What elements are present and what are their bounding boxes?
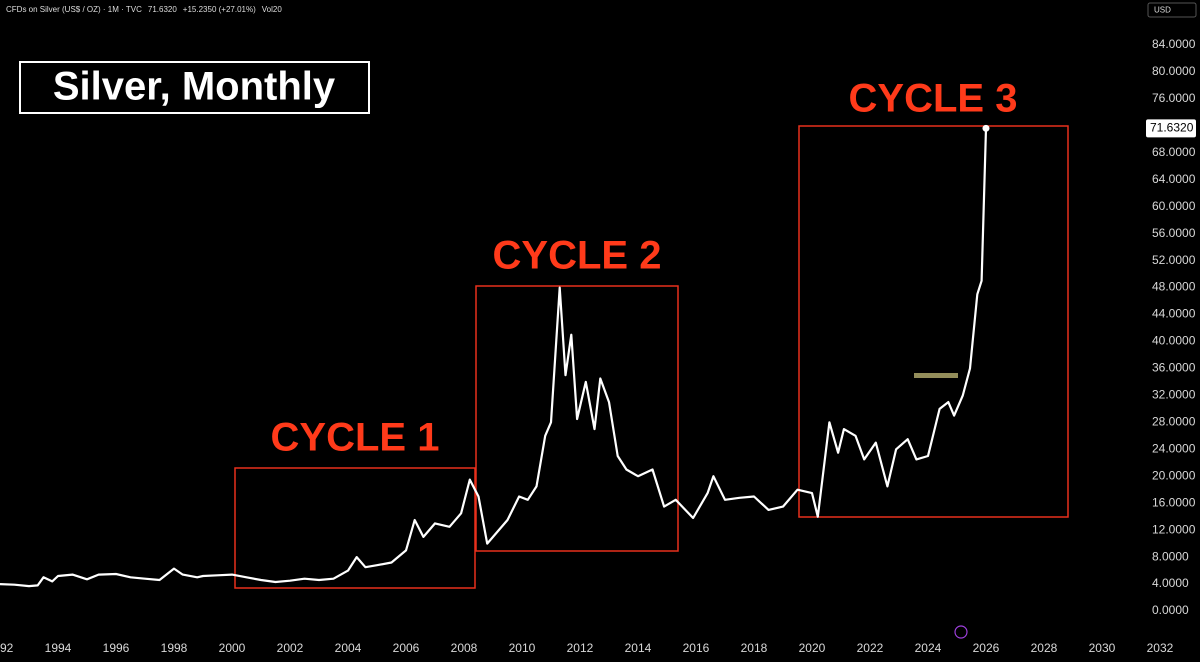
cycle-box bbox=[234, 467, 476, 589]
y-tick-label: 0.0000 bbox=[1152, 603, 1189, 617]
x-tick-label: 2016 bbox=[683, 641, 710, 655]
title-box bbox=[19, 61, 370, 114]
y-tick-label: 64.0000 bbox=[1152, 172, 1196, 186]
price-label: 71.6320 bbox=[1150, 120, 1194, 134]
x-tick-label: 2002 bbox=[277, 641, 304, 655]
x-tick-label: 2006 bbox=[393, 641, 420, 655]
y-tick-label: 32.0000 bbox=[1152, 388, 1196, 402]
annotation: CYCLE 3 bbox=[849, 77, 1018, 121]
cycle-box bbox=[798, 125, 1069, 518]
y-tick-label: 8.0000 bbox=[1152, 549, 1189, 563]
y-tick-label: 80.0000 bbox=[1152, 64, 1196, 78]
y-tick-label: 76.0000 bbox=[1152, 91, 1196, 105]
x-tick-label: 2018 bbox=[741, 641, 768, 655]
last-point bbox=[982, 124, 990, 132]
x-tick-label: 2000 bbox=[219, 641, 246, 655]
cycle-box bbox=[475, 285, 679, 552]
y-tick-label: 84.0000 bbox=[1152, 37, 1196, 51]
price-line bbox=[0, 128, 988, 588]
price-label-box bbox=[1146, 119, 1196, 138]
y-tick-label: 20.0000 bbox=[1152, 468, 1196, 482]
y-tick-label: 16.0000 bbox=[1152, 495, 1196, 509]
last-price: 71.6320 bbox=[148, 5, 177, 14]
x-tick-label: 2010 bbox=[509, 641, 536, 655]
x-tick-label: 2014 bbox=[625, 641, 652, 655]
x-tick-label: 2020 bbox=[799, 641, 826, 655]
annotation: CYCLE 2 bbox=[493, 234, 662, 278]
x-tick-label: 2026 bbox=[973, 641, 1000, 655]
annotation: CYCLE 1 bbox=[271, 416, 440, 460]
x-tick-label: 1992 bbox=[0, 641, 14, 655]
y-tick-label: 4.0000 bbox=[1152, 576, 1189, 590]
header: CFDs on Silver (US$ / OZ) · 1M · TVC 71.6… bbox=[6, 5, 282, 14]
x-tick-label: 2022 bbox=[857, 641, 884, 655]
currency-box[interactable] bbox=[1147, 2, 1197, 18]
y-tick-label: 52.0000 bbox=[1152, 253, 1196, 267]
x-tick-label: 2032 bbox=[1147, 641, 1174, 655]
y-tick-label: 40.0000 bbox=[1152, 334, 1196, 348]
currency[interactable]: USD bbox=[1154, 6, 1171, 15]
y-tick-label: 56.0000 bbox=[1152, 226, 1196, 240]
y-tick-label: 24.0000 bbox=[1152, 441, 1196, 455]
x-tick-label: 2028 bbox=[1031, 641, 1058, 655]
marks: 0.0000 4.0000 8.0000 12.0000 16.0000 20.0000 2… bbox=[0, 37, 1196, 655]
change: +15.2350 (+27.01%) bbox=[183, 5, 256, 14]
x-tick-label: 2030 bbox=[1089, 641, 1116, 655]
symbol: CFDs on Silver (US$ / OZ) · 1M · TVC bbox=[6, 5, 142, 14]
highlight bbox=[914, 373, 958, 378]
x-tick-label: 2024 bbox=[915, 641, 942, 655]
y-tick-label: 48.0000 bbox=[1152, 280, 1196, 294]
x-tick-label: 1994 bbox=[45, 641, 72, 655]
y-tick-label: 36.0000 bbox=[1152, 361, 1196, 375]
y-tick-label: 68.0000 bbox=[1152, 145, 1196, 159]
x-tick-label: 2012 bbox=[567, 641, 594, 655]
y-tick-label: 28.0000 bbox=[1152, 415, 1196, 429]
chart-title: Silver, Monthly bbox=[53, 65, 336, 109]
x-tick-label: 2008 bbox=[451, 641, 478, 655]
y-tick-label: 44.0000 bbox=[1152, 307, 1196, 321]
x-tick-label: 1998 bbox=[161, 641, 188, 655]
x-tick-label: 1996 bbox=[103, 641, 130, 655]
event-icon[interactable] bbox=[954, 625, 968, 639]
y-tick-label: 60.0000 bbox=[1152, 199, 1196, 213]
indicator: Vol20 bbox=[262, 5, 283, 14]
x-tick-label: 2004 bbox=[335, 641, 362, 655]
y-tick-label: 12.0000 bbox=[1152, 522, 1196, 536]
